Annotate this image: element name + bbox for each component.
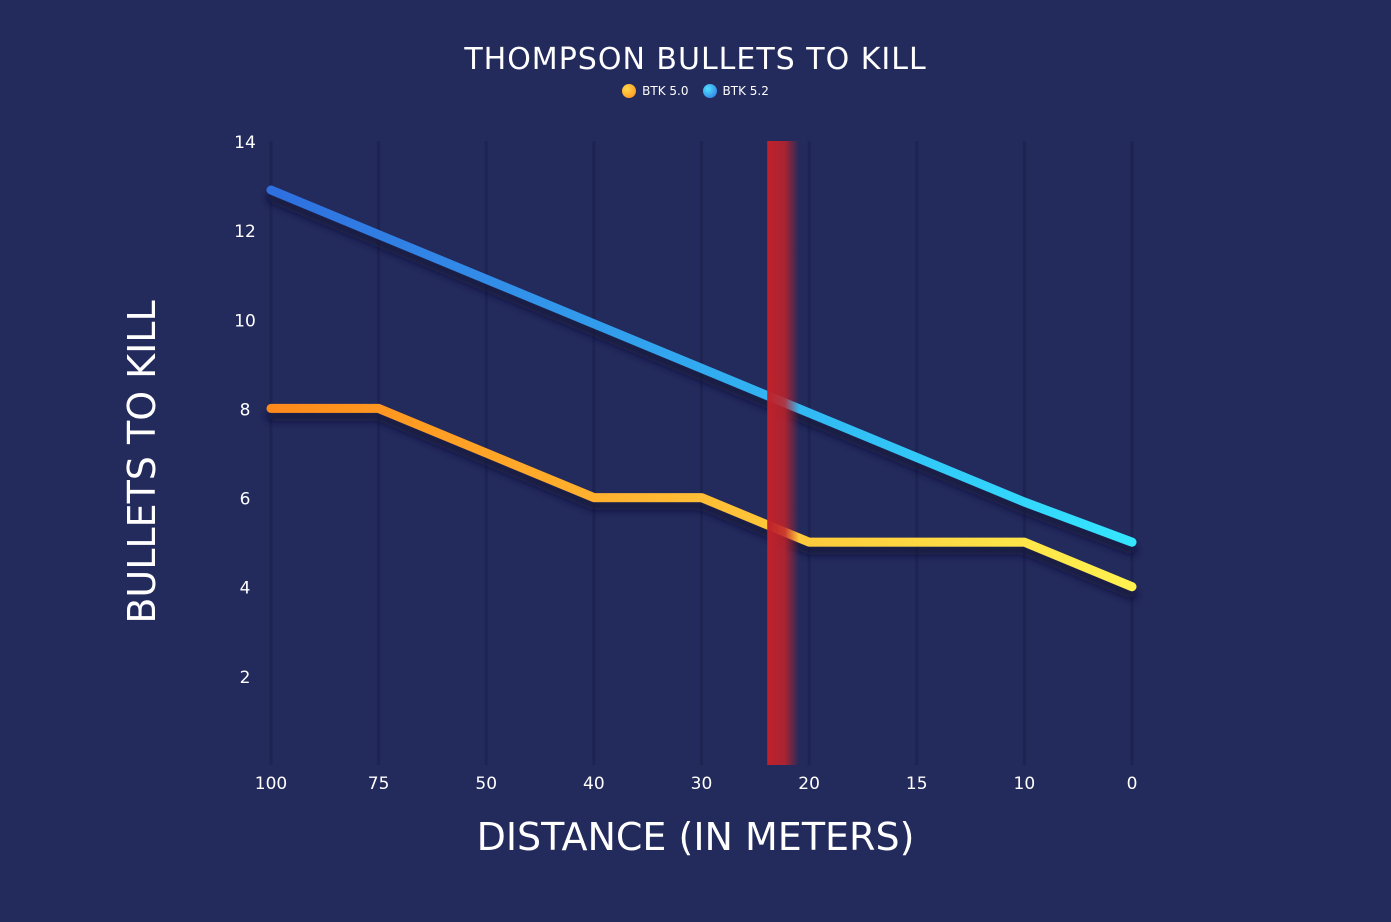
marker-band: [767, 141, 800, 765]
legend-item-btk-5-2: BTK 5.2: [702, 84, 769, 98]
legend-item-btk-5-0: BTK 5.0: [622, 84, 689, 98]
y-tick-label: 2: [240, 668, 251, 688]
x-tick-label: 75: [368, 774, 390, 794]
legend-label: BTK 5.2: [722, 84, 769, 98]
y-tick-label: 12: [234, 222, 256, 242]
y-axis-label: BULLETS TO KILL: [120, 300, 164, 624]
x-tick-label: 10: [1014, 774, 1036, 794]
y-tick-label: 10: [234, 311, 256, 331]
x-tick-label: 15: [906, 774, 928, 794]
legend: BTK 5.0 BTK 5.2: [0, 84, 1391, 98]
series-line-btk-5-0: [266, 403, 1137, 592]
y-tick-label: 8: [240, 400, 251, 420]
chart-title: THOMPSON BULLETS TO KILL: [464, 42, 927, 77]
x-tick-label: 40: [583, 774, 605, 794]
legend-dot-blue: [702, 84, 717, 98]
x-tick-label: 50: [475, 774, 497, 794]
x-tick-label: 0: [1127, 774, 1138, 794]
series-line-btk-5-2: [266, 185, 1137, 547]
x-axis-label: DISTANCE (IN METERS): [476, 815, 915, 859]
legend-label: BTK 5.0: [642, 84, 689, 98]
x-tick-label: 100: [255, 774, 287, 794]
y-tick-label: 6: [240, 490, 251, 510]
legend-dot-orange: [622, 84, 637, 98]
y-tick-label: 14: [234, 133, 256, 153]
y-tick-label: 4: [240, 579, 251, 599]
x-tick-label: 20: [798, 774, 820, 794]
x-tick-label: 30: [691, 774, 713, 794]
